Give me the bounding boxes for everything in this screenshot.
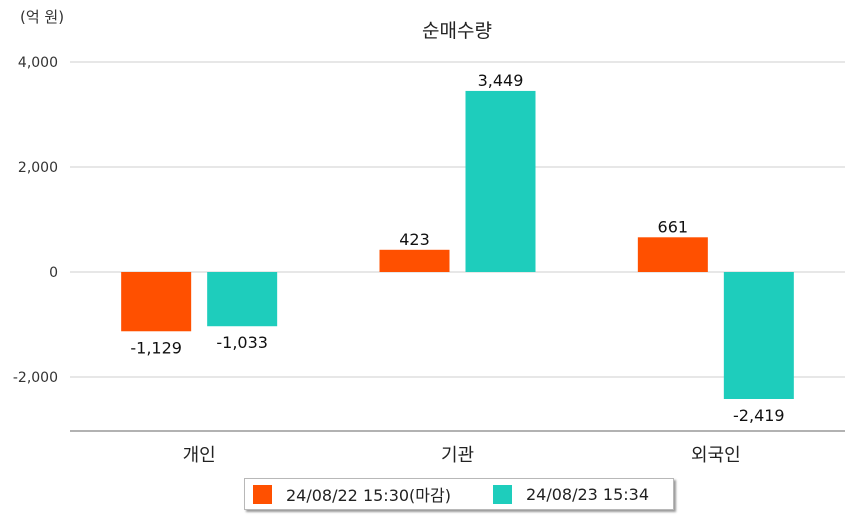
bar-series-2-2[interactable] bbox=[465, 90, 536, 273]
legend-swatch-series-2 bbox=[492, 484, 512, 504]
legend-label-series-2: 24/08/23 15:34 bbox=[525, 484, 650, 504]
data-label-series-1-3: 661 bbox=[658, 217, 689, 236]
chart-title: 순매수량 bbox=[422, 20, 492, 42]
y-tick-label: 0 bbox=[49, 265, 58, 281]
x-tick-label: 개인 bbox=[183, 445, 216, 466]
data-label-series-2-3: -2,419 bbox=[733, 406, 785, 425]
data-label-series-1-1: -1,129 bbox=[130, 338, 182, 357]
unit-label: (억 원) bbox=[20, 8, 64, 26]
y-tick-label: 4,000 bbox=[18, 55, 58, 71]
y-tick-label: 2,000 bbox=[18, 160, 58, 176]
x-axis-ticks: 개인 기관 외국인 bbox=[183, 445, 741, 466]
grid-lines bbox=[70, 61, 845, 378]
y-axis-ticks: 4,000 2,000 0 -2,000 bbox=[13, 55, 58, 386]
data-label-series-1-2: 423 bbox=[399, 230, 430, 249]
y-tick-label: -2,000 bbox=[13, 370, 58, 386]
x-tick-label: 외국인 bbox=[691, 445, 741, 466]
data-labels: -1,129 -1,033 423 3,449 661 -2,419 bbox=[130, 71, 784, 425]
bar-series-1-1[interactable] bbox=[121, 272, 192, 332]
legend: 24/08/22 15:30(마감) 24/08/23 15:34 bbox=[244, 478, 674, 510]
legend-label-series-1: 24/08/22 15:30(마감) bbox=[286, 486, 451, 505]
legend-item-series-2[interactable]: 24/08/23 15:34 bbox=[492, 484, 650, 504]
data-label-series-2-1: -1,033 bbox=[216, 333, 268, 352]
bar-series-1-2[interactable] bbox=[379, 249, 450, 272]
data-label-series-2-2: 3,449 bbox=[478, 71, 524, 90]
bar-series-2-1[interactable] bbox=[207, 272, 278, 327]
bar-series-2-3[interactable] bbox=[723, 272, 794, 399]
legend-item-series-1[interactable]: 24/08/22 15:30(마감) bbox=[253, 482, 451, 506]
bar-series-1-3[interactable] bbox=[637, 237, 708, 272]
x-tick-label: 기관 bbox=[441, 445, 474, 466]
bars bbox=[121, 90, 794, 399]
legend-swatch-series-1 bbox=[253, 484, 272, 504]
